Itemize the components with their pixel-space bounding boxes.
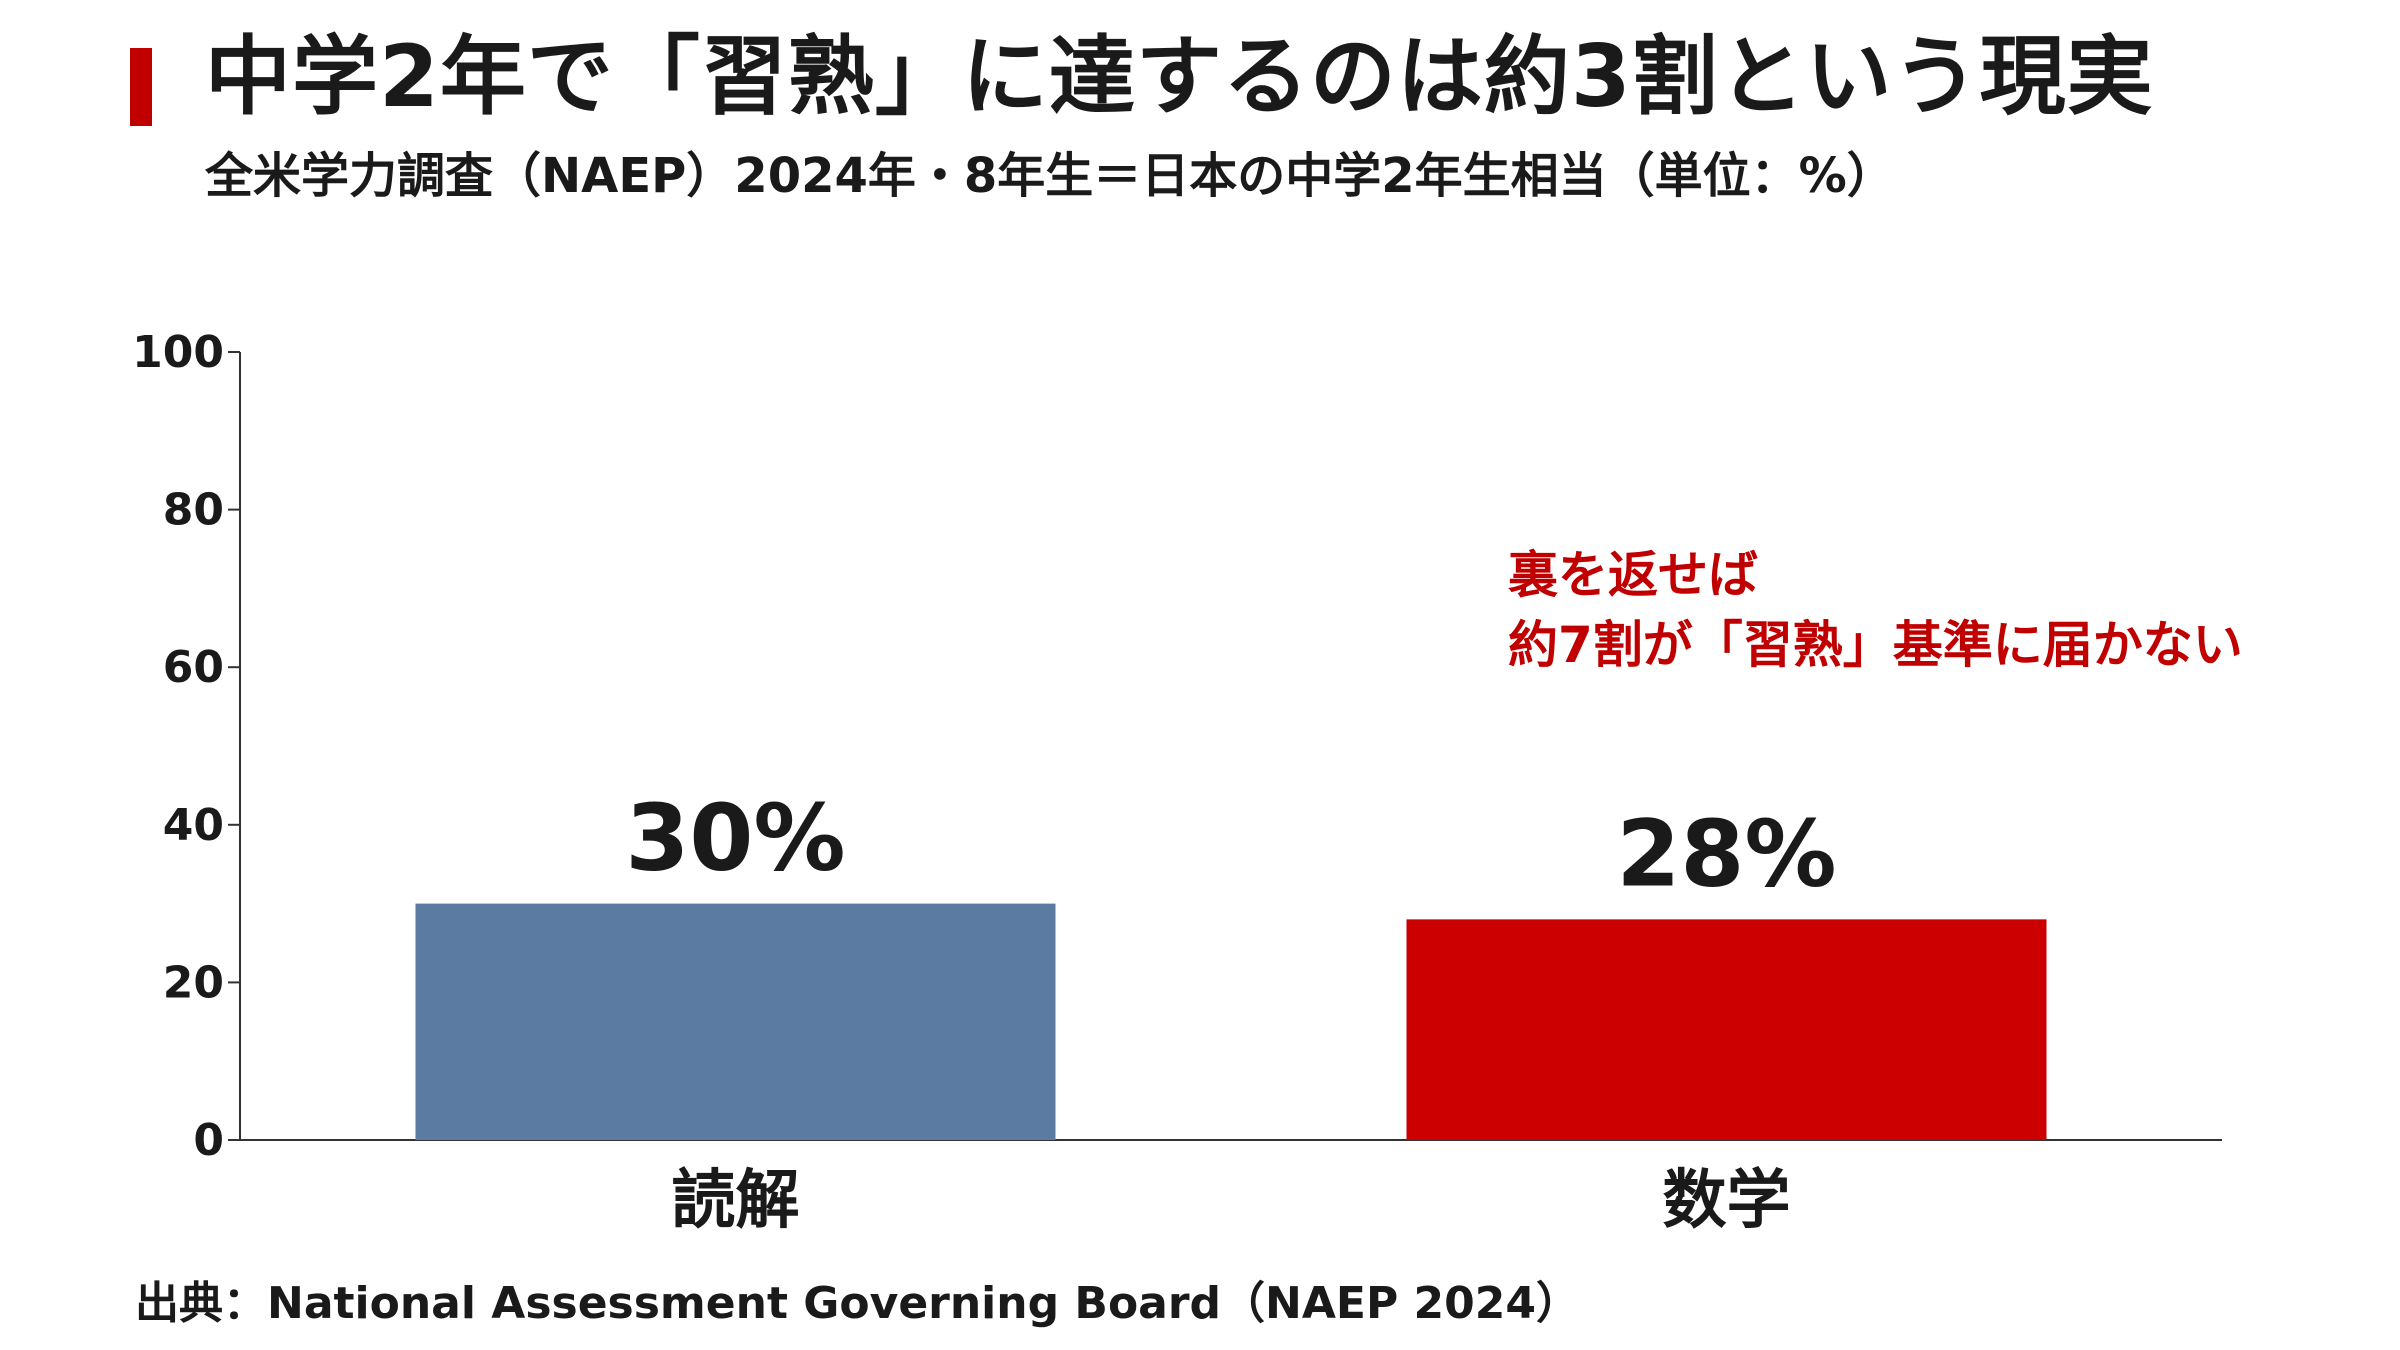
y-tick-label: 0: [193, 1115, 224, 1166]
page-title: 中学2年で「習熟」に達するのは約3割という現実: [205, 27, 2154, 127]
y-tick-label: 80: [163, 485, 224, 536]
x-category-label: 読解: [672, 1164, 800, 1238]
annotation-text: 裏を返せば: [1508, 546, 1758, 604]
y-tick-label: 20: [163, 957, 224, 1008]
bar: [1406, 919, 2047, 1140]
title-accent-bar: [130, 48, 152, 126]
bar: [415, 903, 1056, 1140]
bar-value-label: 30%: [625, 785, 845, 892]
x-category-label: 数学: [1663, 1164, 1791, 1238]
page-subtitle: 全米学力調査（NAEP）2024年・8年生＝日本の中学2年生相当（単位：%）: [205, 148, 1895, 204]
y-tick-label: 100: [132, 327, 224, 378]
bar-value-label: 28%: [1616, 800, 1836, 907]
y-tick-label: 60: [163, 642, 224, 693]
source-note: 出典：National Assessment Governing Board（N…: [135, 1278, 1581, 1329]
annotation-text: 約7割が「習熟」基準に届かない: [1508, 616, 2243, 674]
y-tick-label: 40: [163, 800, 224, 851]
